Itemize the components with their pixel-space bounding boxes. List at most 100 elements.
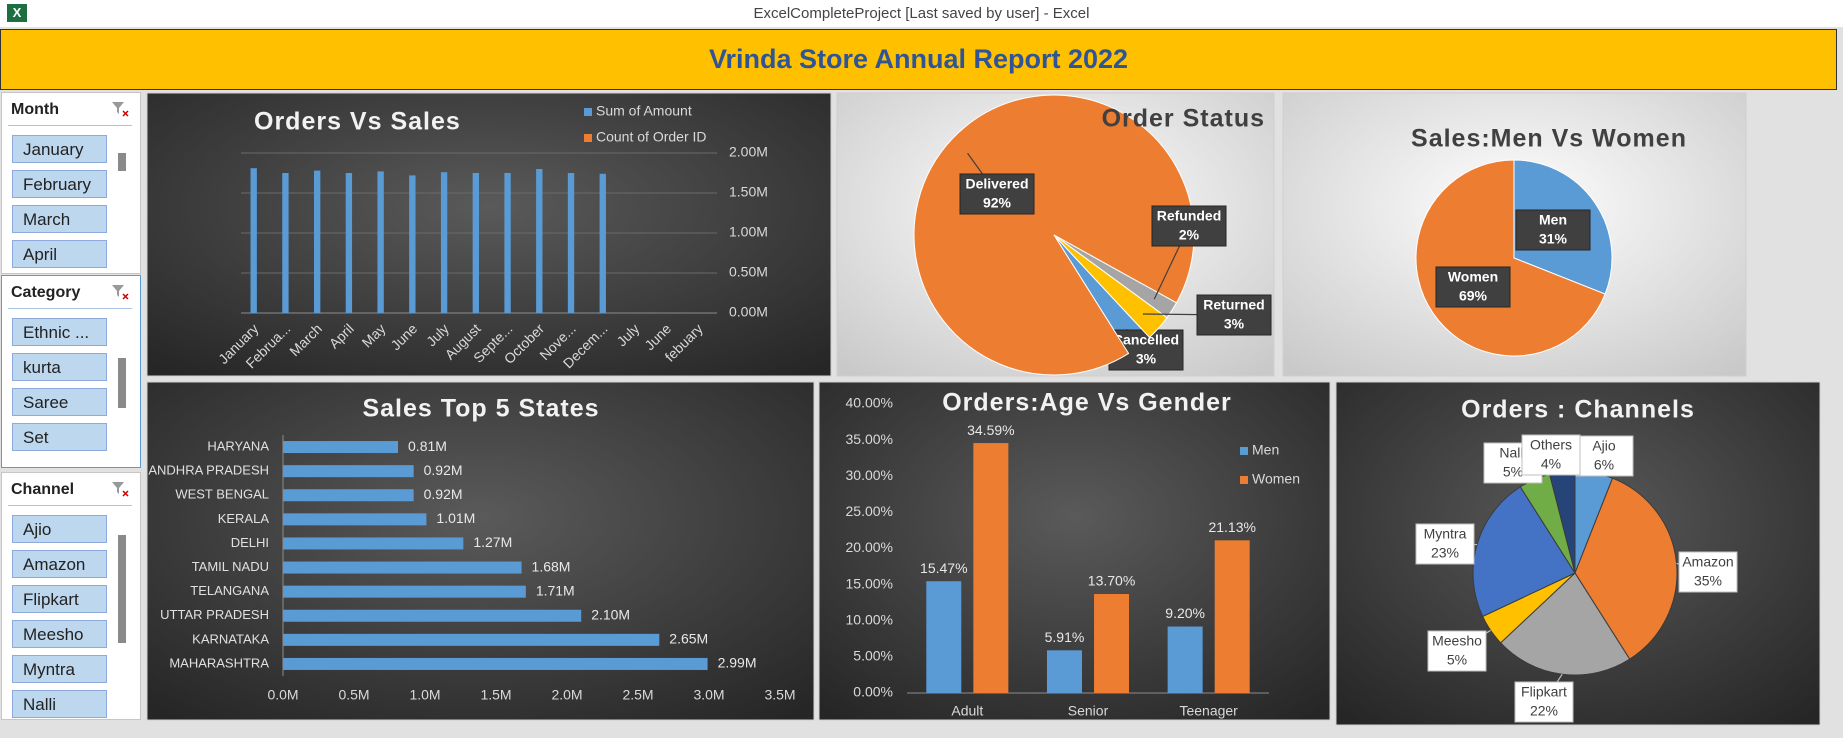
- slicer-item[interactable]: kurta: [12, 353, 107, 381]
- clear-filter[interactable]: [110, 99, 130, 119]
- data-label-value: 5%: [1447, 652, 1467, 668]
- chart-title: Order Status: [1102, 105, 1265, 133]
- y-tick-label: KARNATAKA: [192, 631, 269, 646]
- bar: [283, 537, 464, 550]
- bar-value-label: 13.70%: [1088, 573, 1135, 589]
- bar-value-label: 1.27M: [473, 534, 512, 550]
- x-tick-label: 3.5M: [764, 687, 795, 703]
- bar-value-label: 5.91%: [1045, 629, 1085, 645]
- x-tick-label: 2.5M: [622, 687, 653, 703]
- report-header: Vrinda Store Annual Report 2022: [0, 29, 1837, 90]
- slicer-item[interactable]: Meesho: [12, 620, 107, 648]
- slicer-item[interactable]: Saree: [12, 388, 107, 416]
- data-label-value: 35%: [1694, 573, 1722, 589]
- data-label-box: [1514, 681, 1574, 723]
- y-tick-label: 30.00%: [846, 467, 893, 483]
- bar: [283, 441, 399, 454]
- bar-value-label: 15.47%: [920, 560, 967, 576]
- y-tick-label: 0.50M: [729, 264, 768, 280]
- data-label-category: Myntra: [1424, 526, 1467, 542]
- bar: [567, 173, 575, 313]
- slicer-item[interactable]: Ajio: [12, 515, 107, 543]
- bar: [409, 175, 416, 313]
- y-tick-label: 35.00%: [846, 431, 893, 447]
- y-tick-label: UTTAR PRADESH: [160, 607, 269, 622]
- chart-body: 0.00% 5.00% 10.00% 15.00% 20.00% 25.00% 30.00%…: [846, 395, 1300, 719]
- data-label-value: 5%: [1503, 464, 1523, 480]
- clear-filter[interactable]: [110, 282, 130, 302]
- chart-title: Orders : Channels: [1461, 396, 1695, 424]
- x-tick-label: 1.5M: [480, 687, 511, 703]
- slicer-item[interactable]: March: [12, 205, 107, 233]
- data-label-category: Ajio: [1592, 438, 1616, 454]
- chart: 0.0M 0.5M 1.0M 1.5M 2.0M 2.5M 3.0M 3.5M HARYANA 0…: [146, 381, 815, 721]
- data-label-value: 3%: [1224, 316, 1245, 332]
- slicer-item[interactable]: Myntra: [12, 655, 107, 683]
- pie-slice: [1574, 477, 1678, 660]
- clear-filter[interactable]: [110, 479, 130, 499]
- data-label-category: Cancelled: [1113, 332, 1179, 348]
- bar: [926, 581, 962, 693]
- bar: [599, 173, 606, 313]
- bar: [282, 173, 289, 313]
- data-label-category: Refunded: [1157, 208, 1222, 224]
- bar: [472, 173, 479, 313]
- bar: [283, 489, 414, 502]
- bar-value-label: 1.68M: [532, 558, 571, 574]
- chart-body: Cancelled 3% Delivered 92% Refunded 2% Returne…: [913, 94, 1272, 376]
- bar: [440, 172, 448, 313]
- bar-value-label: 0.92M: [424, 486, 463, 502]
- y-tick-label: HARYANA: [207, 438, 269, 453]
- data-label-box: [1151, 205, 1227, 247]
- chart-title: Orders Vs Sales: [254, 108, 461, 136]
- data-label-box: [1427, 630, 1487, 672]
- slicer-item[interactable]: Amazon: [12, 550, 107, 578]
- legend-label: Women: [1252, 471, 1300, 487]
- y-tick-label: KERALA: [218, 511, 270, 526]
- x-tick-label: 3.0M: [693, 687, 724, 703]
- slicer: Channel Ajio Amazon Flipkart Meesho Myntra Na…: [1, 472, 141, 720]
- chart: 0.00% 5.00% 10.00% 15.00% 20.00% 25.00% 30.00%…: [818, 381, 1331, 721]
- bar-value-label: 9.20%: [1165, 605, 1205, 621]
- bar: [1094, 594, 1130, 693]
- x-tick-label: 1.0M: [409, 687, 440, 703]
- chart-title: Orders:Age Vs Gender: [942, 389, 1232, 417]
- data-label-value: 23%: [1431, 545, 1459, 561]
- slicer-item[interactable]: Set: [12, 423, 107, 451]
- y-tick-label: 40.00%: [846, 395, 893, 411]
- y-tick-label: 1.50M: [729, 184, 768, 200]
- slicer-item[interactable]: April: [12, 240, 107, 268]
- bar: [283, 561, 522, 574]
- bar-value-label: 1.71M: [536, 582, 575, 598]
- bar: [283, 513, 427, 526]
- data-label-box: [1678, 551, 1738, 593]
- data-label-category: Meesho: [1432, 633, 1482, 649]
- slicer-title: Month: [11, 101, 59, 118]
- slicer: Category Ethnic ... kurta Saree Set: [1, 275, 141, 468]
- chart-background: [146, 92, 832, 377]
- x-tick-label: Senior: [1068, 703, 1109, 719]
- bar-value-label: 34.59%: [967, 422, 1014, 438]
- y-tick-label: 25.00%: [846, 503, 893, 519]
- bar: [1167, 626, 1203, 693]
- bar: [377, 171, 384, 313]
- chart-title: Sales Top 5 States: [362, 395, 599, 423]
- slicer-item[interactable]: Flipkart: [12, 585, 107, 613]
- svg-text:X: X: [13, 5, 22, 20]
- data-label-value: 92%: [983, 195, 1012, 211]
- slicer-item[interactable]: Ethnic ...: [12, 318, 107, 346]
- bar: [536, 169, 543, 313]
- slicer-item[interactable]: Nalli: [12, 690, 107, 718]
- legend-swatch: [1240, 447, 1248, 455]
- data-label-box: [1415, 523, 1475, 565]
- slicer-item[interactable]: January: [12, 135, 107, 163]
- y-tick-label: MAHARASHTRA: [169, 655, 269, 670]
- data-label-value: 6%: [1594, 457, 1614, 473]
- pie-slice: [1499, 572, 1631, 676]
- legend-swatch: [584, 134, 592, 142]
- slicer-item[interactable]: February: [12, 170, 107, 198]
- chart: Men 31% Women 69% Sales:Men Vs Women: [1282, 92, 1747, 377]
- y-tick-label: ANDHRA PRADESH: [148, 463, 269, 478]
- bar-value-label: 1.01M: [436, 510, 475, 526]
